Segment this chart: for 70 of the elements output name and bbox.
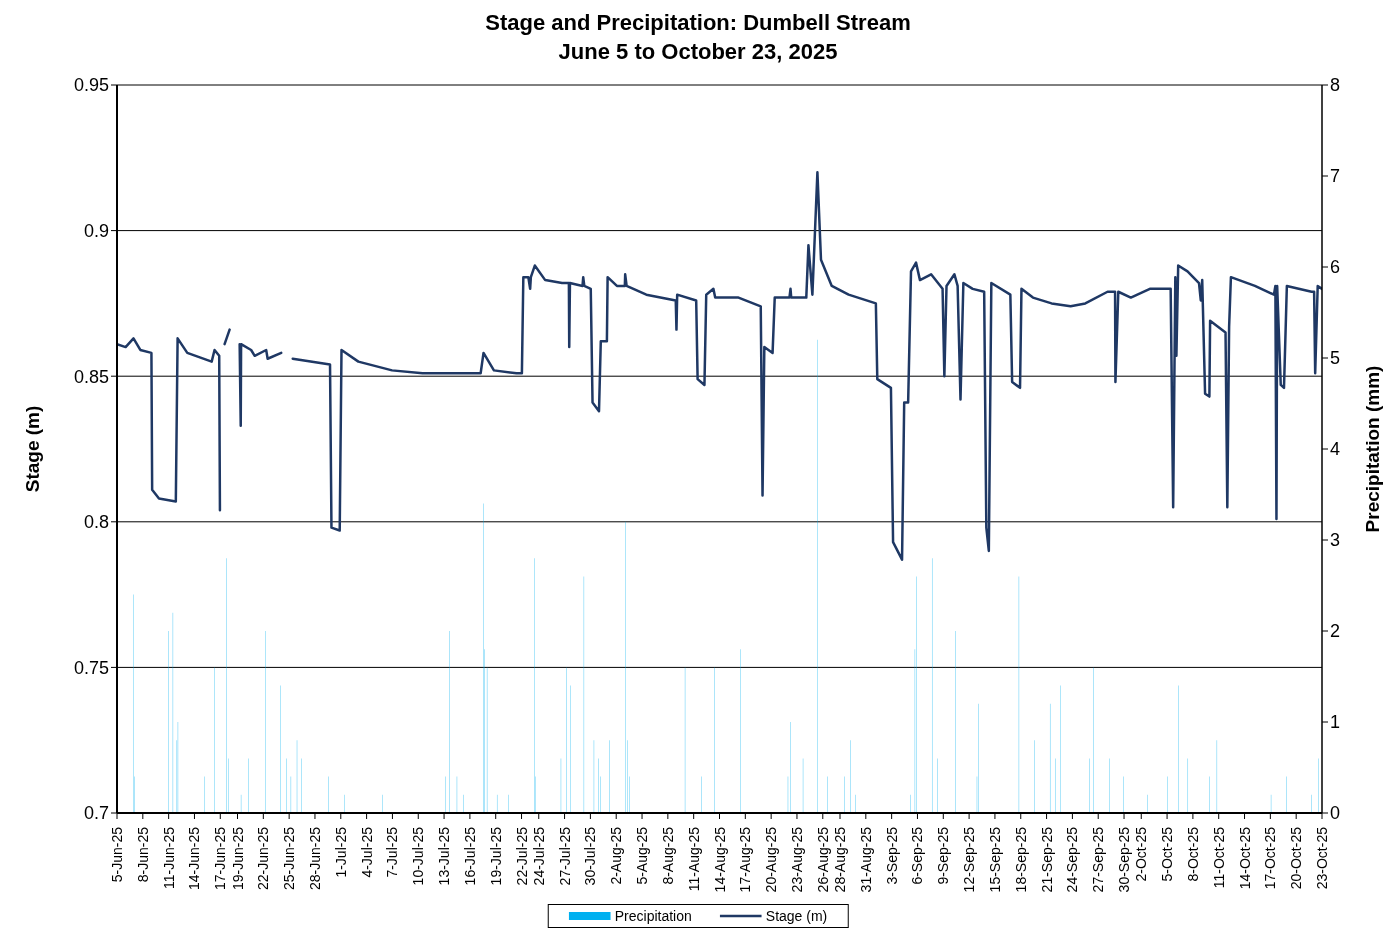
y-tick-label: 0.8: [83, 512, 109, 533]
x-tick-label: 24-Sep-25: [1064, 826, 1081, 893]
y-tick-label: 0.7: [83, 803, 109, 824]
x-tick-label: 6-Sep-25: [909, 826, 926, 885]
x-tick-label: 27-Jul-25: [556, 826, 573, 886]
y2-tick-label: 2: [1330, 621, 1341, 642]
y2-tick-label: 7: [1330, 166, 1341, 187]
legend-label: Stage (m): [765, 908, 828, 924]
x-tick-label: 1-Jul-25: [332, 826, 349, 878]
x-tick-label: 2-Aug-25: [608, 826, 625, 885]
x-tick-label: 20-Oct-25: [1288, 826, 1305, 890]
x-tick-label: 19-Jul-25: [487, 826, 504, 886]
x-tick-label: 17-Aug-25: [737, 826, 754, 893]
x-tick-label: 22-Jun-25: [255, 826, 272, 891]
x-tick-label: 4-Jul-25: [358, 826, 375, 878]
x-tick-label: 5-Jun-25: [109, 826, 125, 883]
x-tick-label: 28-Aug-25: [832, 826, 848, 893]
x-tick-label: 5-Oct-25: [1159, 826, 1176, 882]
x-tick-label: 21-Sep-25: [1038, 826, 1055, 893]
chart-title: Stage and Precipitation: Dumbell Stream: [484, 9, 912, 37]
x-tick-label: 9-Sep-25: [935, 826, 952, 885]
y2-tick-label: 0: [1330, 803, 1341, 824]
x-tick-label: 11-Jun-25: [160, 826, 177, 890]
y2-tick-label: 1: [1330, 712, 1341, 733]
x-tick-label: 7-Jul-25: [384, 826, 401, 878]
x-tick-label: 22-Jul-25: [513, 826, 530, 886]
x-tick-label: 30-Jul-25: [582, 826, 599, 886]
x-tick-label: 23-Oct-25: [1314, 826, 1330, 890]
y2-axis-title: Precipitation (mm): [1361, 365, 1383, 533]
x-tick-label: 23-Aug-25: [788, 826, 805, 893]
x-tick-label: 13-Jul-25: [436, 826, 453, 886]
x-tick-label: 14-Jun-25: [186, 826, 203, 891]
x-tick-label: 17-Jun-25: [212, 826, 229, 891]
y-tick-label: 0.95: [73, 75, 109, 96]
x-tick-label: 8-Oct-25: [1184, 826, 1201, 882]
chart-subtitle: June 5 to October 23, 2025: [557, 38, 839, 66]
x-tick-label: 2-Oct-25: [1133, 826, 1150, 882]
x-tick-label: 14-Aug-25: [711, 826, 728, 893]
y2-tick-label: 8: [1330, 75, 1341, 96]
y-tick-label: 0.85: [73, 366, 109, 387]
x-tick-label: 3-Sep-25: [883, 826, 900, 885]
x-tick-label: 25-Jun-25: [281, 826, 298, 891]
x-tick-label: 17-Oct-25: [1262, 826, 1279, 890]
y2-tick-label: 5: [1330, 348, 1341, 369]
x-tick-label: 15-Sep-25: [986, 826, 1003, 893]
x-tick-label: 19-Jun-25: [229, 826, 246, 891]
y-tick-label: 0.9: [83, 220, 109, 241]
x-tick-label: 18-Sep-25: [1012, 826, 1029, 893]
x-tick-label: 10-Jul-25: [410, 826, 427, 886]
x-tick-label: 11-Oct-25: [1210, 826, 1227, 889]
x-tick-label: 30-Sep-25: [1116, 826, 1133, 893]
x-tick-label: 5-Aug-25: [634, 826, 651, 885]
x-tick-label: 16-Jul-25: [461, 826, 478, 886]
legend-label: Precipitation: [614, 908, 692, 924]
x-tick-label: 24-Jul-25: [530, 826, 547, 886]
x-tick-label: 31-Aug-25: [857, 826, 874, 893]
x-tick-label: 27-Sep-25: [1090, 826, 1107, 893]
y2-tick-label: 4: [1330, 439, 1341, 460]
x-tick-label: 8-Jun-25: [134, 826, 151, 883]
x-tick-label: 20-Aug-25: [763, 826, 780, 893]
x-tick-label: 28-Jun-25: [306, 826, 323, 891]
x-tick-label: 8-Aug-25: [659, 826, 676, 885]
y2-tick-label: 3: [1330, 530, 1341, 551]
x-tick-label: 11-Aug-25: [685, 826, 702, 892]
x-tick-label: 26-Aug-25: [814, 826, 831, 893]
y-axis-title: Stage (m): [21, 405, 43, 493]
y2-tick-label: 6: [1330, 257, 1341, 278]
x-tick-label: 12-Sep-25: [961, 826, 978, 893]
x-tick-label: 14-Oct-25: [1236, 826, 1253, 890]
y-tick-label: 0.75: [73, 657, 109, 678]
